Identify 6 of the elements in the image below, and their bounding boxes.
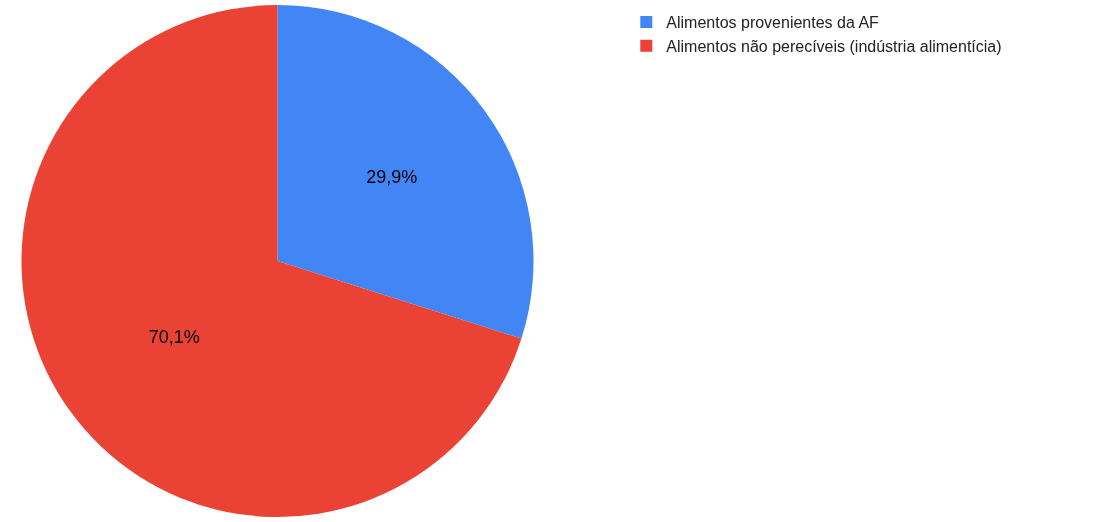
- legend-label: Alimentos não perecíveis (indústria alimentícia): [666, 37, 1002, 55]
- data-label: 70,1%: [148, 326, 200, 347]
- legend-label: Alimentos provenientes da AF: [666, 14, 880, 32]
- pie-slice: [21, 5, 522, 517]
- data-label: 29,9%: [366, 167, 418, 188]
- pie-slice: [277, 5, 534, 339]
